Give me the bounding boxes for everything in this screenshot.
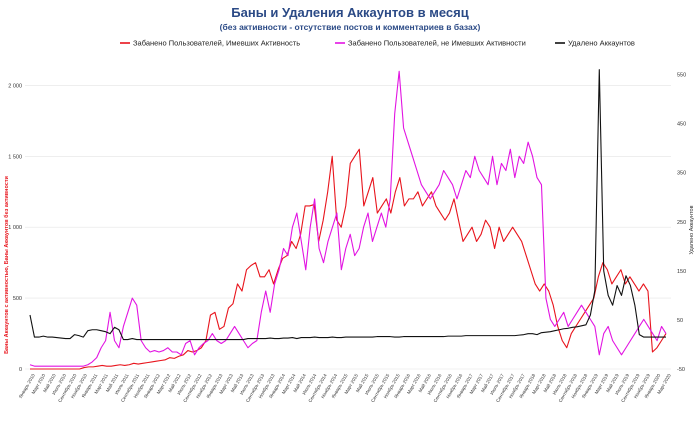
left-axis-label: Баны Аккаунтов с активностью, Баны Аккау… [3,176,10,354]
legend-label: Забанено Пользователей, не Имевших Актив… [348,39,526,48]
series-line-2 [29,70,667,367]
right-tick-label: -50 [677,367,685,373]
right-tick-label: 50 [677,318,683,324]
chart-subtitle: (без активности - отсутствие постов и ко… [220,22,481,32]
right-y-axis: -50 50 150 250 350 450 550 [677,73,686,373]
left-tick-label: 500 [13,296,22,302]
left-tick-label: 0 [19,367,22,373]
right-tick-label: 550 [677,73,686,79]
series-line-1 [30,148,667,370]
legend-label: Забанено Пользователей, Имевших Активнос… [133,39,300,48]
right-axis-label: Удалено Аккаунтов [689,205,695,254]
series-line-3 [29,69,666,341]
legend: Забанено Пользователей, Имевших Активнос… [120,39,635,48]
right-tick-label: 350 [677,171,686,177]
right-tick-label: 450 [677,122,686,128]
gridlines [25,85,671,370]
left-y-axis: 0 500 1 000 1 500 2 000 [8,83,22,373]
left-tick-label: 1 500 [8,154,22,160]
left-tick-label: 1 000 [8,225,22,231]
series-lines [29,69,667,370]
legend-label: Удалено Аккаунтов [568,39,635,48]
right-tick-label: 150 [677,269,686,275]
right-tick-label: 250 [677,220,686,226]
chart-title: Баны и Удаления Аккаунтов в месяц [231,5,468,20]
left-tick-label: 2 000 [8,83,22,89]
